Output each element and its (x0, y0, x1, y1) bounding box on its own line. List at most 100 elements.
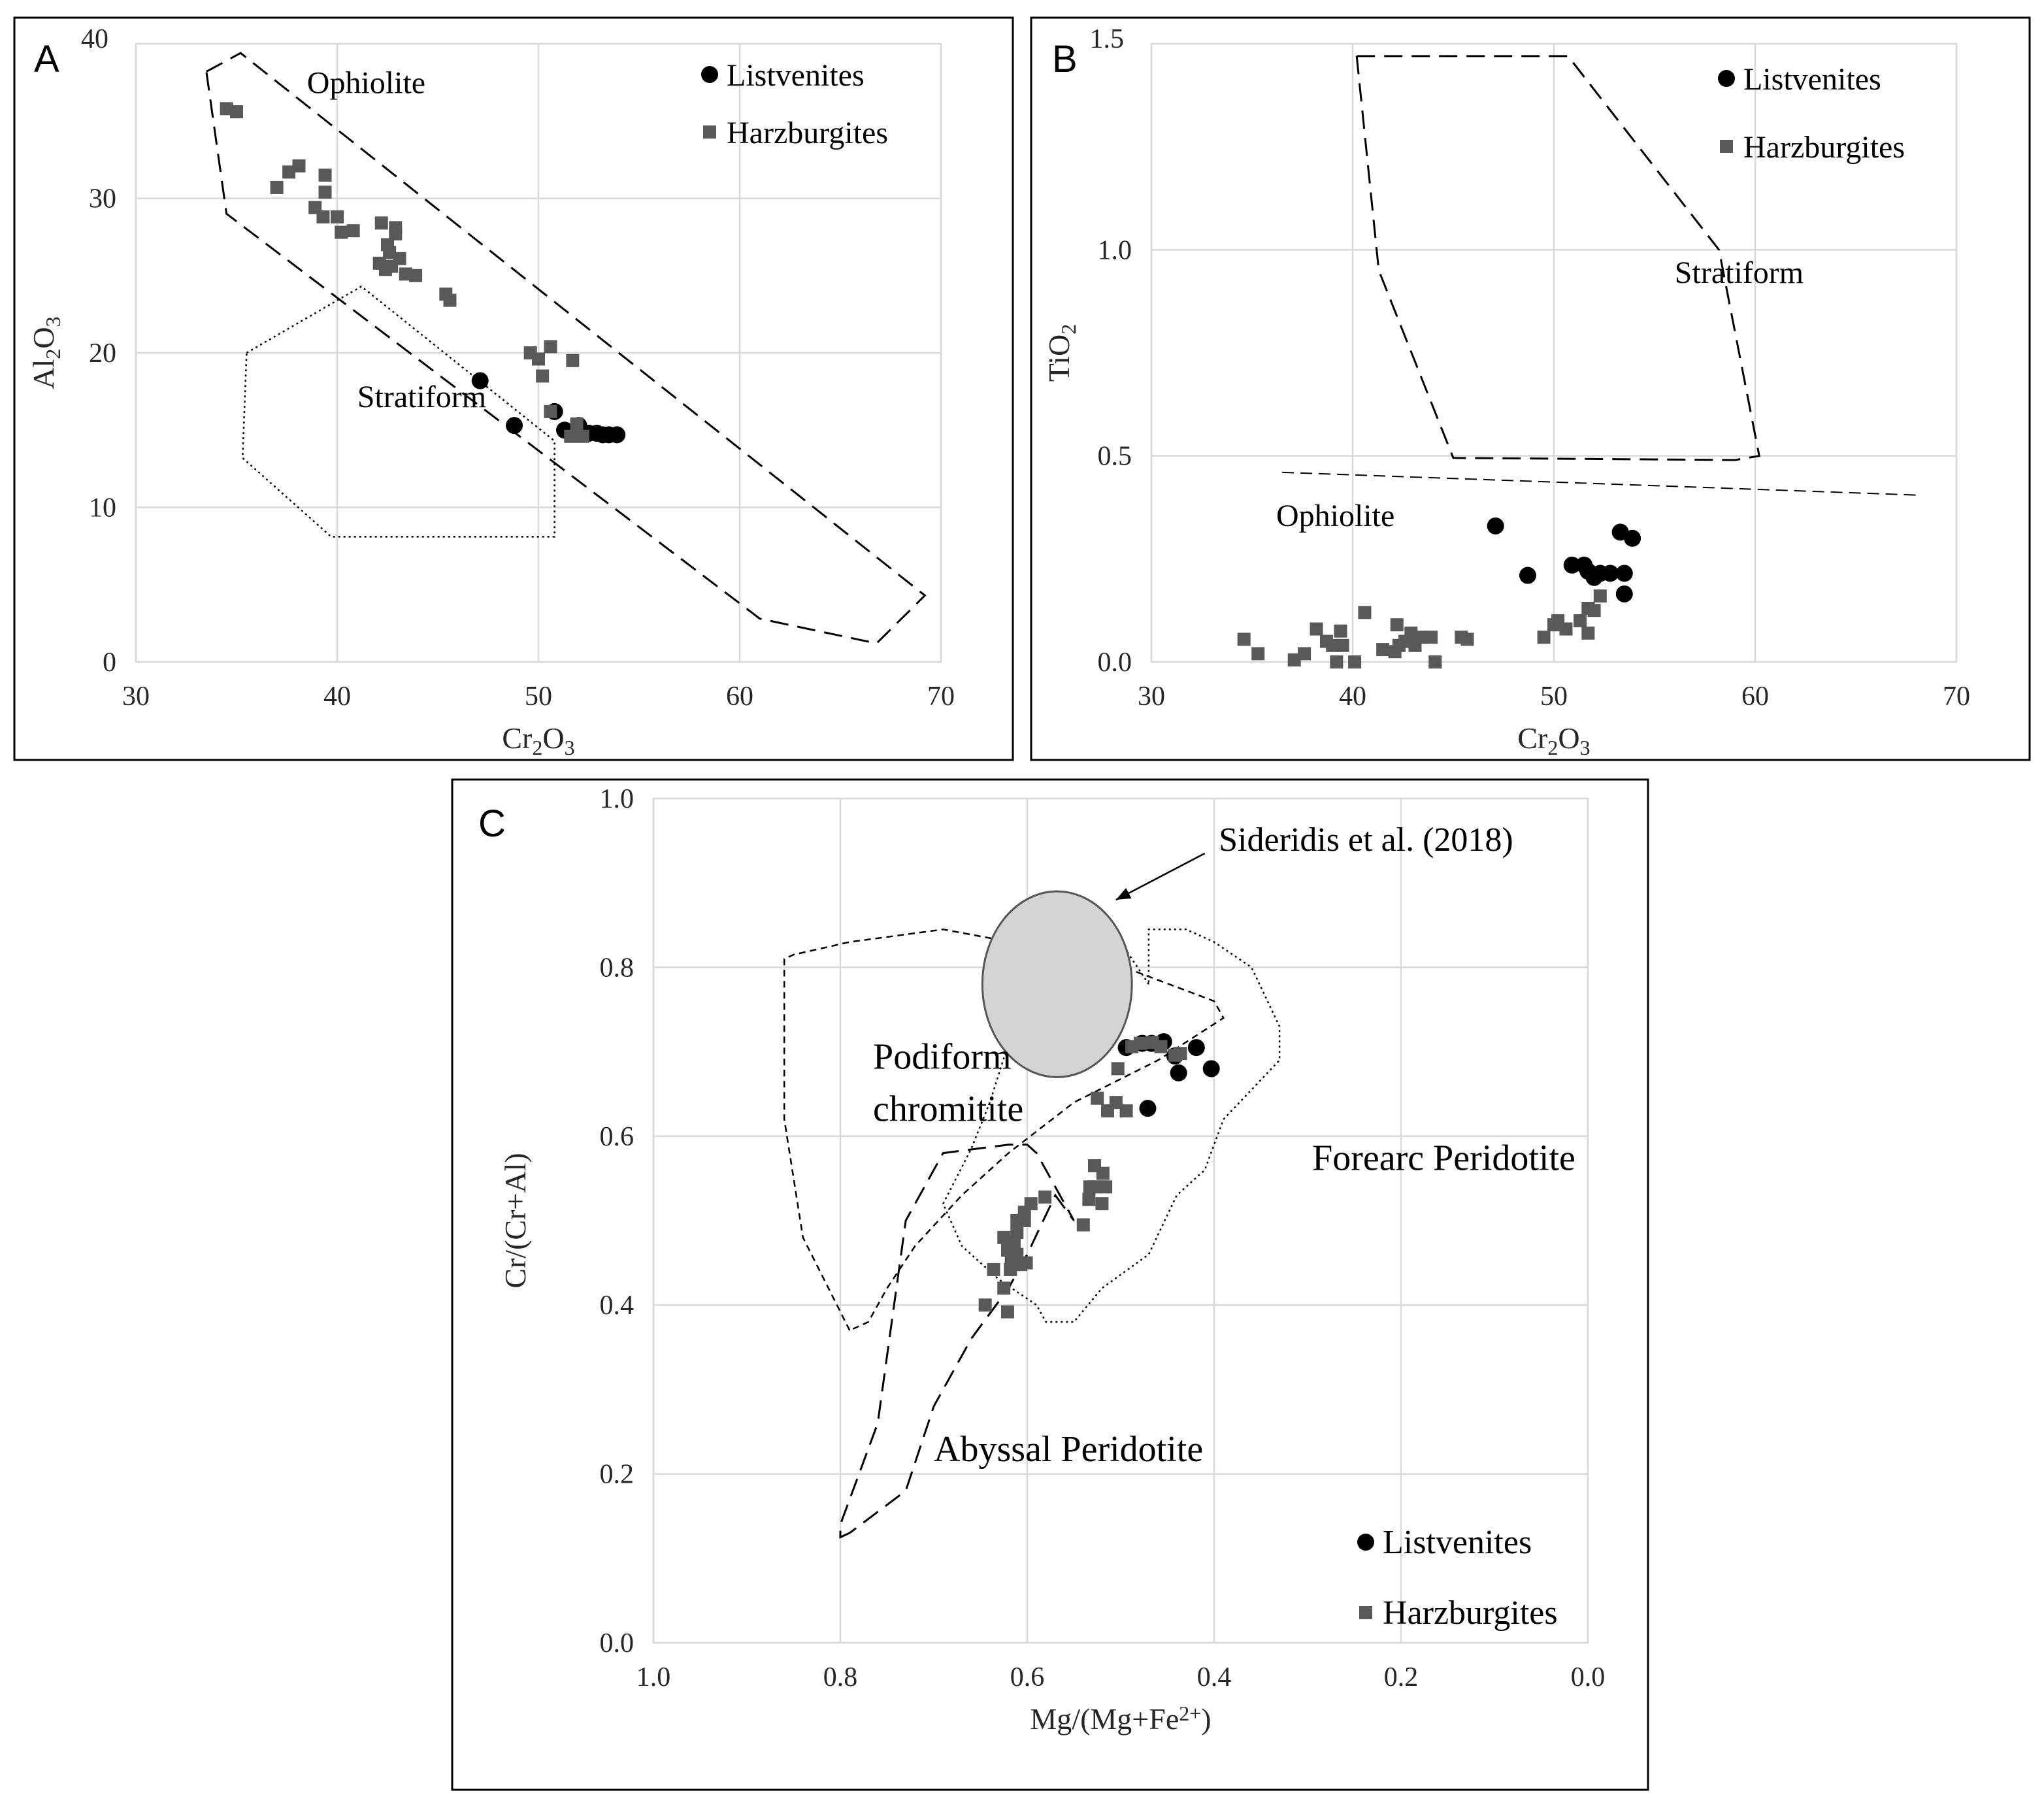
legend-listvenites-label: Listvenites (1383, 1524, 1532, 1561)
panel-b-x-tick-label: 60 (1741, 682, 1769, 712)
point-harzburgite (1414, 631, 1428, 644)
x-label-mid: O (542, 721, 564, 755)
point-harzburgite (270, 180, 284, 194)
panel-c-y-tick-label: 0.4 (600, 1291, 635, 1321)
panel-c-label: C (478, 802, 506, 845)
point-harzburgite (1082, 1193, 1096, 1206)
panel-a-x-tick-label: 40 (323, 682, 351, 712)
panel-c-x-tick-label: 0.4 (1197, 1662, 1232, 1692)
point-harzburgite (1154, 1040, 1168, 1053)
point-harzburgite (335, 225, 348, 239)
y-label-sub: 2 (41, 349, 65, 359)
panel-c-y-tick-label: 0.6 (600, 1122, 635, 1152)
panel-a-x-tick-label: 60 (726, 682, 753, 712)
x-label-sub: 2 (532, 736, 542, 759)
y-label-mid: O (27, 327, 60, 348)
region-stratiform-label: Stratiform (357, 380, 486, 414)
region-forearc-peridotite-outline (942, 928, 1281, 1323)
legend-harzburgites-marker (1359, 1606, 1372, 1619)
panel-b-x-tick-label: 40 (1339, 682, 1366, 712)
point-harzburgite (374, 216, 388, 230)
point-harzburgite (1537, 631, 1551, 644)
point-harzburgite (987, 1262, 1000, 1276)
point-harzburgite (1326, 638, 1340, 652)
legend-harzburgites-label: Harzburgites (1383, 1594, 1558, 1632)
legend-listvenites-label: Listvenites (727, 58, 865, 93)
point-harzburgite (1038, 1190, 1052, 1204)
point-listvenite (1519, 567, 1536, 584)
panel-c-y-tick-label: 0.2 (600, 1460, 635, 1490)
point-harzburgite (1251, 647, 1265, 661)
point-harzburgite (1581, 602, 1595, 616)
point-listvenite (1187, 1039, 1205, 1057)
point-harzburgite (1404, 626, 1418, 640)
panel-c-x-tick-label: 0.2 (1384, 1662, 1419, 1692)
region-ophiolite-label: Ophiolite (307, 66, 425, 101)
panel-b-y-tick-label: 0.0 (1098, 648, 1132, 678)
point-harzburgite (1348, 655, 1362, 668)
region-ophiolite-outline (205, 52, 927, 645)
panel-a-x-axis-label: Cr2O3 (502, 721, 574, 759)
point-harzburgite (564, 429, 578, 443)
legend-harzburgites-marker (1720, 140, 1733, 153)
point-harzburgite (1111, 1062, 1125, 1076)
point-harzburgite (1109, 1096, 1123, 1110)
panel-c-x-tick-label: 0.0 (1571, 1662, 1606, 1692)
sideridis-ellipse (981, 890, 1133, 1078)
panel-c-y-tick-label: 0.0 (600, 1628, 635, 1658)
legend-harzburgites-marker (703, 125, 716, 139)
panel-b-y-axis-label: TiO2 (1042, 324, 1080, 382)
point-listvenite (471, 372, 489, 389)
point-harzburgite (1134, 1036, 1147, 1050)
legend-listvenites-label: Listvenites (1743, 62, 1881, 97)
x-label-sub: 3 (565, 736, 575, 759)
annotation-arrow-head (1115, 887, 1132, 900)
point-harzburgite (576, 429, 589, 443)
point-harzburgite (230, 105, 243, 119)
point-harzburgite (1330, 655, 1343, 668)
point-harzburgite (1076, 1218, 1090, 1232)
region-forearc-peridotite-label: Forearc Peridotite (1312, 1138, 1575, 1178)
point-harzburgite (978, 1298, 992, 1312)
point-harzburgite (1099, 1180, 1113, 1194)
panel-c-x-tick-label: 0.8 (823, 1662, 858, 1692)
panel-b-y-tick-label: 1.0 (1098, 235, 1132, 265)
point-harzburgite (1574, 614, 1587, 627)
point-harzburgite (1004, 1262, 1017, 1276)
point-harzburgite (220, 102, 233, 116)
point-listvenite (1139, 1100, 1157, 1117)
legend-listvenites-marker (1718, 70, 1735, 87)
point-harzburgite (1336, 638, 1349, 652)
point-harzburgite (282, 165, 296, 179)
point-listvenite (506, 417, 523, 435)
point-harzburgite (1014, 1258, 1027, 1272)
point-harzburgite (997, 1230, 1011, 1244)
panel-b-y-tick-label: 1.5 (1090, 24, 1125, 54)
x-label-sub: 2 (1547, 736, 1558, 759)
panel-a-x-tick-label: 70 (927, 682, 955, 712)
region-stratiform-outline (241, 285, 555, 538)
point-harzburgite (544, 340, 557, 354)
point-harzburgite (532, 352, 545, 366)
panel-a-x-tick-label: 30 (122, 682, 150, 712)
panel-a: A 30 40 50 60 70010203040Cr2O3Al2O3Ophiolite… (13, 16, 1014, 761)
region-stratiform-label: Stratiform (1675, 255, 1804, 290)
panel-c-y-tick-label: 1.0 (600, 784, 635, 814)
point-harzburgite (318, 186, 332, 199)
panel-a-y-tick-label: 0 (103, 648, 116, 678)
panel-a-y-tick-label: 40 (81, 24, 108, 54)
panel-a-y-tick-label: 10 (89, 493, 116, 523)
point-harzburgite (1095, 1197, 1109, 1211)
point-listvenite (1170, 1064, 1187, 1081)
point-harzburgite (544, 404, 557, 418)
point-harzburgite (1593, 589, 1607, 603)
point-harzburgite (393, 252, 406, 265)
panel-b-x-tick-label: 70 (1943, 682, 1970, 712)
panel-a-y-axis-label: Al2O3 (27, 316, 65, 389)
point-harzburgite (1017, 1214, 1031, 1227)
point-listvenite (1624, 529, 1641, 547)
panel-a-y-tick-label: 20 (89, 338, 116, 369)
point-harzburgite (536, 369, 550, 383)
region-ophiolite-label: Ophiolite (1276, 499, 1394, 533)
